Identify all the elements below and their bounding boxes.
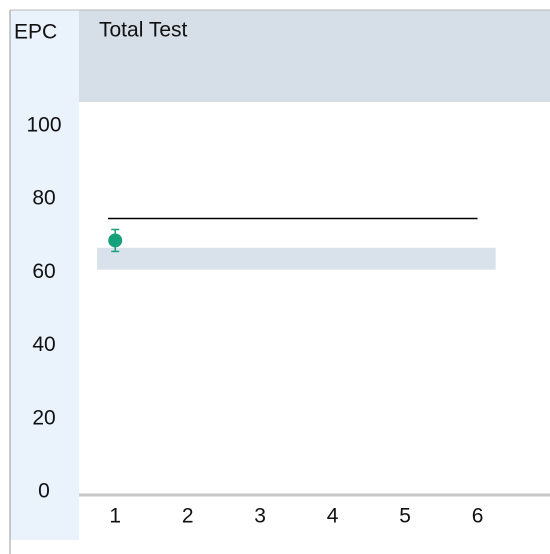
y-tick-label: 80 [32,187,55,210]
y-tick-label: 0 [38,480,50,503]
data-point [108,233,123,248]
x-tick-label: 6 [472,505,484,528]
y-tick-label: 40 [32,333,55,356]
x-tick-label: 3 [254,505,266,528]
header-band [79,10,550,102]
x-tick-label: 5 [399,505,411,528]
target-band [97,247,496,270]
x-tick-label: 2 [182,505,194,528]
y-tick-label: 20 [32,406,55,429]
x-tick-label: 1 [109,505,121,528]
y-axis-panel [10,10,79,540]
chart-title: Total Test [99,19,187,42]
y-tick-label: 60 [32,260,55,283]
y-axis-label: EPC [14,21,57,44]
y-tick-label: 100 [26,114,61,137]
x-tick-label: 4 [327,505,339,528]
